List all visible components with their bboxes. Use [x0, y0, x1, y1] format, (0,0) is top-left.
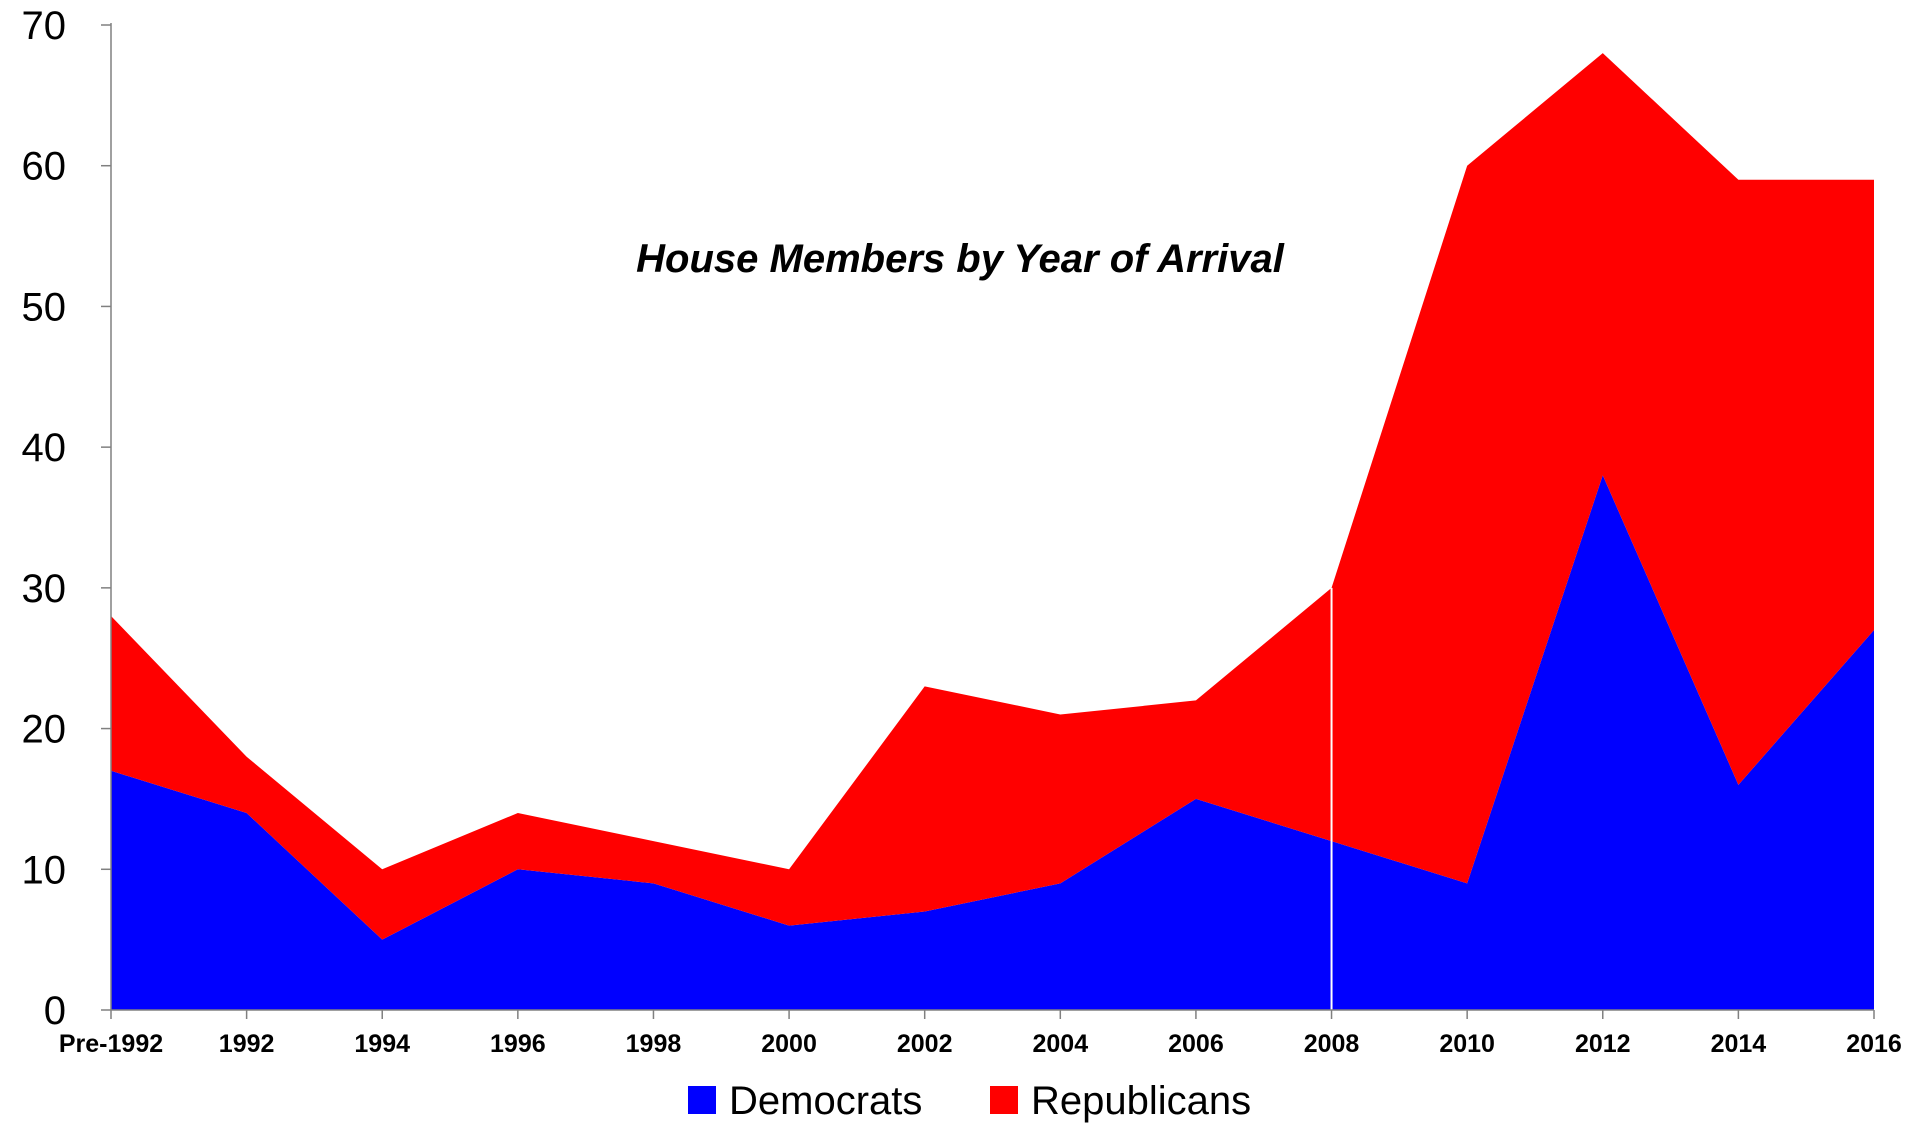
x-tick-label: 2016: [1846, 1030, 1902, 1058]
legend-swatch-republicans: [990, 1086, 1018, 1114]
labels-layer: 0 10 20 30 40 50 60 70 Pre-1992 1992 1994 1996 1998 2…: [22, 4, 1902, 1058]
x-tick-label: 1992: [219, 1030, 275, 1058]
chart-title: House Members by Year of Arrival: [636, 237, 1285, 281]
x-tick-label: 2004: [1032, 1030, 1088, 1058]
y-tick-label: 20: [22, 708, 67, 752]
legend-swatch-democrats: [688, 1086, 716, 1114]
x-tick-label: 2002: [897, 1030, 953, 1058]
y-tick-label: 60: [22, 145, 67, 189]
y-tick-label: 70: [22, 4, 67, 48]
x-tick-label: 1994: [354, 1030, 410, 1058]
legend-label-republicans: Republicans: [1031, 1079, 1251, 1123]
y-tick-label: 50: [22, 285, 67, 329]
legend-label-democrats: Democrats: [729, 1079, 922, 1123]
y-tick-label: 30: [22, 567, 67, 611]
y-tick-label: 40: [22, 426, 67, 470]
area-republicans: [111, 53, 1874, 940]
x-tick-label: 2008: [1304, 1030, 1360, 1058]
x-tick-label: 2006: [1168, 1030, 1224, 1058]
y-tick-label: 10: [22, 848, 67, 892]
area-democrats: [111, 475, 1874, 1010]
x-tick-label: 2000: [761, 1030, 817, 1058]
x-tick-label: 2012: [1575, 1030, 1631, 1058]
areas-layer: [111, 53, 1874, 1010]
legend: Democrats Republicans: [688, 1079, 1251, 1123]
x-tick-label: 2010: [1439, 1030, 1495, 1058]
y-tick-label: 0: [44, 989, 66, 1033]
x-tick-label: Pre-1992: [59, 1030, 163, 1058]
x-tick-label: 1996: [490, 1030, 546, 1058]
axes-layer: [101, 23, 1875, 1019]
x-tick-label: 1998: [626, 1030, 682, 1058]
x-tick-label: 2014: [1711, 1030, 1767, 1058]
